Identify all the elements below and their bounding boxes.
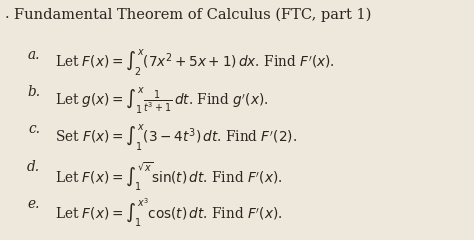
Text: d.: d.: [27, 160, 40, 174]
Text: Let $F(x) = \int_1^{\sqrt{x}} \sin(t)\, dt$. Find $F^{\prime}(x)$.: Let $F(x) = \int_1^{\sqrt{x}} \sin(t)\, …: [55, 160, 282, 192]
Text: a.: a.: [28, 48, 40, 62]
Text: .: .: [5, 7, 9, 21]
Text: c.: c.: [28, 122, 40, 136]
Text: Fundamental Theorem of Calculus (FTC, part 1): Fundamental Theorem of Calculus (FTC, pa…: [14, 7, 372, 22]
Text: Set $F(x) = \int_1^x (3 - 4t^3)\,dt$. Find $F^{\prime}(2)$.: Set $F(x) = \int_1^x (3 - 4t^3)\,dt$. Fi…: [55, 122, 297, 153]
Text: Let $F(x) = \int_1^{x^3} \cos(t)\, dt$. Find $F^{\prime}(x)$.: Let $F(x) = \int_1^{x^3} \cos(t)\, dt$. …: [55, 197, 282, 230]
Text: Let $F(x) = \int_2^x (7x^2 + 5x + 1)\, dx$. Find $F^{\prime}(x)$.: Let $F(x) = \int_2^x (7x^2 + 5x + 1)\, d…: [55, 48, 334, 78]
Text: b.: b.: [27, 85, 40, 99]
Text: Let $g(x) = \int_1^x \frac{1}{t^3+1}\, dt$. Find $g^{\prime}(x)$.: Let $g(x) = \int_1^x \frac{1}{t^3+1}\, d…: [55, 85, 268, 116]
Text: e.: e.: [28, 197, 40, 211]
